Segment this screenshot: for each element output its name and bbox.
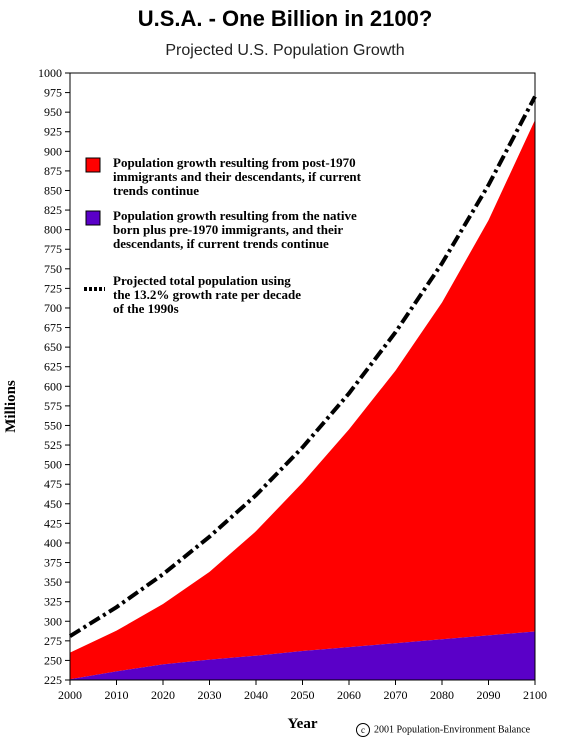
total-line-layer — [68, 95, 537, 638]
legend-line: descendants, if current trends continue — [113, 236, 329, 251]
y-tick-label: 925 — [44, 125, 62, 139]
y-tick-label: 525 — [44, 438, 62, 452]
y-tick-label: 450 — [44, 497, 62, 511]
x-tick-label: 2000 — [58, 688, 82, 702]
area-layer — [70, 119, 535, 680]
x-tick-label: 2100 — [523, 688, 547, 702]
area-post-1970-immigrants — [70, 119, 535, 680]
y-axis-title: Millions — [3, 380, 19, 433]
y-tick-label: 375 — [44, 556, 62, 570]
y-tick-label: 700 — [44, 301, 62, 315]
x-tick-label: 2090 — [477, 688, 501, 702]
copyright-notice: c 2001 Population-Environment Balance — [356, 723, 530, 737]
y-tick-label: 975 — [44, 86, 62, 100]
x-tick-label: 2060 — [337, 688, 361, 702]
chart-title: U.S.A. - One Billion in 2100? — [137, 6, 433, 31]
y-tick-label: 1000 — [38, 66, 62, 80]
y-tick-label: 500 — [44, 458, 62, 472]
x-tick-label: 2020 — [151, 688, 175, 702]
legend-swatch-red — [85, 157, 101, 173]
legend-line: Projected total population using — [113, 273, 291, 288]
x-axis: 2000 2010 2020 2030 2040 2050 2060 2070 2080 2090… — [58, 680, 547, 702]
y-tick-label: 575 — [44, 399, 62, 413]
legend-line: trends continue — [113, 183, 200, 198]
x-tick-label: 2080 — [430, 688, 454, 702]
x-tick-label: 2070 — [384, 688, 408, 702]
x-tick-label: 2010 — [105, 688, 129, 702]
area-native-born — [70, 631, 535, 680]
y-tick-label: 475 — [44, 477, 62, 491]
y-tick-label: 750 — [44, 262, 62, 276]
chart-subtitle: Projected U.S. Population Growth — [165, 42, 405, 59]
y-tick-label: 950 — [44, 105, 62, 119]
y-tick-label: 300 — [44, 614, 62, 628]
legend-line: Population growth resulting from the nat… — [113, 208, 357, 223]
line-projected-total — [68, 95, 537, 638]
y-tick-label: 875 — [44, 164, 62, 178]
y-tick-label: 625 — [44, 360, 62, 374]
y-tick-label: 250 — [44, 653, 62, 667]
y-tick-label: 550 — [44, 418, 62, 432]
y-tick-label: 600 — [44, 379, 62, 393]
legend-line: Population growth resulting from post-19… — [113, 155, 356, 170]
legend-entry-projected-total: Projected total population using the 13.… — [113, 274, 301, 316]
y-tick-label: 325 — [44, 595, 62, 609]
y-tick-label: 725 — [44, 281, 62, 295]
legend-entry-post-1970: Population growth resulting from post-19… — [113, 156, 361, 198]
copyright-symbol: c — [356, 723, 370, 737]
copyright-text: 2001 Population-Environment Balance — [374, 724, 531, 736]
legend-line: born plus pre-1970 immigrants, and their — [113, 222, 344, 237]
y-tick-label: 775 — [44, 242, 62, 256]
y-tick-label: 650 — [44, 340, 62, 354]
y-tick-label: 800 — [44, 223, 62, 237]
legend-line: the 13.2% growth rate per decade — [113, 287, 301, 302]
y-tick-label: 850 — [44, 183, 62, 197]
legend-swatches — [84, 157, 105, 291]
legend-line: of the 1990s — [113, 301, 179, 316]
legend-swatch-purple — [85, 210, 101, 226]
y-tick-label: 400 — [44, 536, 62, 550]
y-tick-label: 275 — [44, 634, 62, 648]
y-axis: 225 250 275 300 325 350 375 400 425 450 475 500 525 5… — [38, 66, 70, 687]
legend-line: immigrants and their descendants, if cur… — [113, 169, 361, 184]
y-tick-label: 225 — [44, 673, 62, 687]
x-axis-title: Year — [288, 716, 318, 732]
y-tick-label: 425 — [44, 516, 62, 530]
y-tick-label: 675 — [44, 321, 62, 335]
y-tick-label: 825 — [44, 203, 62, 217]
legend-entry-native-born: Population growth resulting from the nat… — [113, 209, 357, 251]
x-tick-label: 2030 — [198, 688, 222, 702]
x-tick-label: 2040 — [244, 688, 268, 702]
x-tick-label: 2050 — [291, 688, 315, 702]
y-tick-label: 900 — [44, 144, 62, 158]
y-tick-label: 350 — [44, 575, 62, 589]
